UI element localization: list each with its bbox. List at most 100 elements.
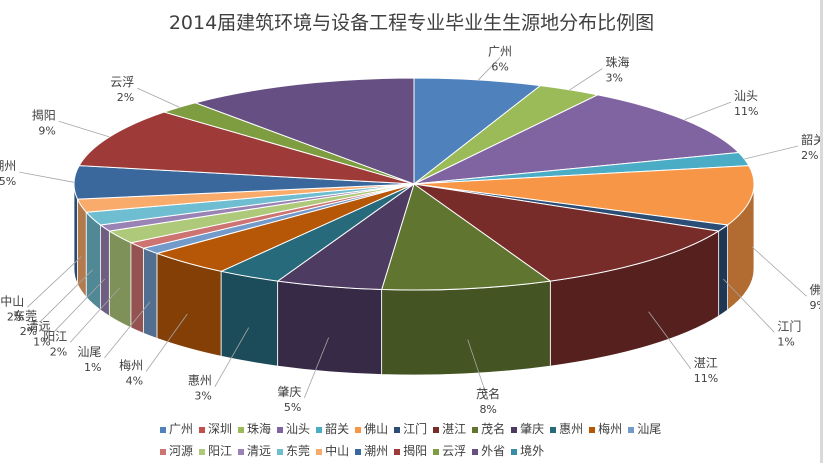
legend-item-惠州: 惠州: [550, 418, 583, 440]
legend-label: 东莞: [286, 444, 311, 458]
legend-swatch: [277, 426, 284, 433]
legend-item-汕尾: 汕尾: [628, 418, 661, 440]
legend-swatch: [511, 426, 518, 433]
legend-swatch: [472, 426, 479, 433]
legend-item-境外: 境外: [511, 440, 544, 462]
legend-swatch: [433, 426, 440, 433]
legend-swatch: [628, 426, 635, 433]
legend-swatch: [277, 448, 284, 455]
slice-label-东莞: 东莞: [13, 309, 37, 323]
leader-line-揭阳: [58, 120, 110, 138]
slice-pct-阳江: 2%: [50, 345, 67, 358]
pie-side-阳江: [108, 230, 132, 329]
legend-label: 韶关: [325, 422, 350, 436]
legend-label: 潮州: [364, 444, 389, 458]
slice-pct-韶关: 2%: [801, 149, 818, 162]
slice-pct-江门: 1%: [777, 335, 794, 348]
slice-pct-广州: 6%: [491, 60, 508, 73]
legend-swatch: [394, 448, 401, 455]
pie-side-东莞: [85, 211, 101, 311]
legend-item-湛江: 湛江: [433, 418, 466, 440]
pie-side-汕尾: [143, 247, 158, 339]
legend-label: 云浮: [442, 444, 467, 458]
slice-label-韶关: 韶关: [801, 132, 823, 147]
slice-pct-惠州: 3%: [194, 390, 211, 403]
legend-item-汕头: 汕头: [277, 418, 310, 440]
legend-item-佛山: 佛山: [355, 418, 388, 440]
legend-swatch: [472, 448, 479, 455]
slice-pct-汕头: 11%: [734, 105, 758, 118]
legend-label: 湛江: [442, 422, 467, 436]
legend-swatch: [355, 448, 362, 455]
pie-side-江门: [718, 224, 728, 317]
legend-label: 阳江: [208, 444, 233, 458]
leader-line-汕头: [684, 101, 732, 121]
leader-line-云浮: [137, 87, 180, 108]
pie-side-肇庆: [277, 280, 383, 375]
legend-swatch: [355, 426, 362, 433]
slice-pct-茂名: 8%: [479, 403, 496, 416]
legend-label: 揭阳: [403, 444, 428, 458]
slice-label-汕头: 汕头: [734, 89, 758, 103]
slice-label-广州: 广州: [488, 44, 512, 58]
legend-label: 外省: [481, 444, 506, 458]
slice-label-珠海: 珠海: [605, 54, 629, 69]
slice-label-梅州: 梅州: [119, 357, 143, 372]
legend-swatch: [589, 426, 596, 433]
legend-swatch: [238, 426, 245, 433]
legend-label: 中山: [325, 444, 350, 458]
slice-label-肇庆: 肇庆: [277, 384, 301, 399]
legend-item-潮州: 潮州: [355, 440, 388, 462]
legend-label: 梅州: [598, 422, 623, 436]
chart-title: 2014届建筑环境与设备工程专业毕业生生源地分布比例图: [168, 12, 655, 34]
pie-side-惠州: [220, 270, 279, 367]
legend-label: 肇庆: [520, 422, 545, 436]
slice-label-汕尾: 汕尾: [77, 345, 101, 359]
legend-swatch: [511, 448, 518, 455]
leader-line-珠海: [569, 68, 603, 91]
legend-swatch: [316, 448, 323, 455]
pie-slice-佛山: [413, 165, 755, 226]
leader-line-湛江: [648, 311, 692, 370]
slice-label-阳江: 阳江: [43, 329, 67, 343]
legend-item-揭阳: 揭阳: [394, 440, 427, 462]
legend-swatch: [550, 426, 557, 433]
legend-label: 江门: [403, 422, 428, 436]
leader-line-江门: [722, 278, 775, 333]
pie-side-中山: [77, 198, 87, 299]
legend-item-清远: 清远: [238, 440, 271, 462]
legend-item-外省: 外省: [472, 440, 505, 462]
pie-slice-揭阳: [78, 111, 415, 185]
slice-pct-云浮: 2%: [117, 91, 134, 104]
pie-slice-湛江: [413, 183, 721, 282]
legend-swatch: [199, 448, 206, 455]
pie-slice-广州: [413, 77, 542, 186]
legend-swatch: [160, 426, 166, 433]
legend-item-深圳: 深圳: [199, 418, 232, 440]
slice-label-惠州: 惠州: [188, 374, 212, 388]
legend-swatch: [160, 448, 166, 455]
leader-line-茂名: [467, 339, 489, 401]
pie-slice-外省: [193, 77, 415, 185]
slice-label-云浮: 云浮: [110, 75, 134, 89]
legend-item-肇庆: 肇庆: [511, 418, 544, 440]
legend-item-梅州: 梅州: [589, 418, 622, 440]
slice-pct-中山: 2%: [7, 310, 24, 323]
legend-label: 惠州: [559, 422, 584, 436]
slice-pct-佛山: 9%: [809, 299, 823, 312]
pie-side-茂名: [381, 280, 551, 376]
leader-line-广州: [478, 57, 501, 81]
legend-swatch: [199, 426, 206, 433]
slice-pct-梅州: 4%: [126, 374, 143, 387]
slice-label-茂名: 茂名: [476, 386, 500, 401]
slice-pct-湛江: 11%: [694, 372, 718, 385]
leader-line-清远: [53, 278, 106, 333]
slice-label-潮州: 潮州: [0, 158, 16, 173]
slice-label-湛江: 湛江: [694, 356, 718, 370]
slice-label-揭阳: 揭阳: [32, 107, 56, 122]
legend-swatch: [394, 426, 401, 433]
slice-label-佛山: 佛山: [809, 283, 823, 297]
leader-line-惠州: [214, 327, 250, 387]
legend-item-河源: 河源: [160, 440, 193, 462]
legend-item-广州: 广州: [160, 418, 193, 440]
